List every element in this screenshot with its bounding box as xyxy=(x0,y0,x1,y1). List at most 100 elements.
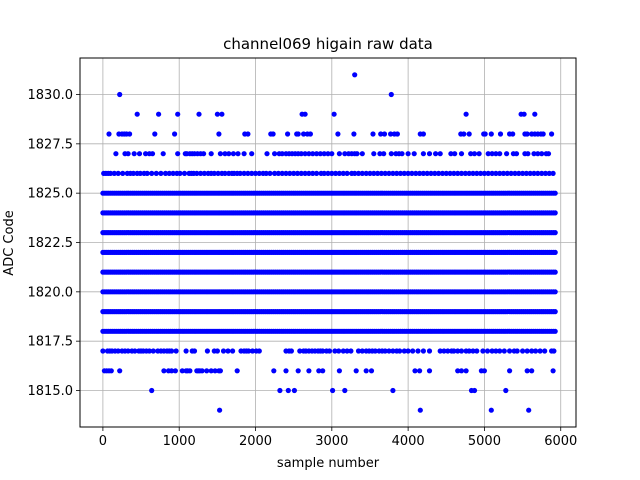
data-point xyxy=(550,368,556,374)
data-point xyxy=(390,348,396,354)
data-point xyxy=(451,170,457,176)
data-point xyxy=(474,170,480,176)
data-point xyxy=(552,210,558,216)
data-point xyxy=(173,348,179,354)
data-point xyxy=(388,91,394,98)
y-tick-label: 1825.0 xyxy=(28,187,74,202)
data-point xyxy=(470,170,476,176)
data-point xyxy=(106,131,112,137)
data-point xyxy=(294,170,301,176)
data-point xyxy=(283,170,289,176)
x-tick-label: 2000 xyxy=(239,434,272,449)
data-point xyxy=(191,348,198,354)
data-point xyxy=(466,348,472,354)
data-point xyxy=(409,170,415,176)
data-point xyxy=(214,348,220,354)
data-point xyxy=(354,151,360,157)
data-point xyxy=(307,131,313,137)
data-point xyxy=(488,131,494,137)
data-point xyxy=(510,131,516,137)
data-point xyxy=(523,170,530,176)
data-point xyxy=(288,348,294,354)
data-point xyxy=(455,348,461,354)
data-point xyxy=(117,368,123,374)
data-point xyxy=(226,151,232,157)
data-point xyxy=(504,170,510,176)
data-point xyxy=(331,111,337,117)
data-point xyxy=(359,151,365,157)
data-point xyxy=(125,151,131,157)
data-point xyxy=(115,170,121,176)
data-point xyxy=(279,151,285,157)
data-point xyxy=(503,387,509,394)
data-point xyxy=(326,348,333,354)
data-point xyxy=(458,368,465,374)
data-point xyxy=(497,151,503,157)
data-point xyxy=(108,368,114,374)
data-point xyxy=(417,170,423,176)
data-point xyxy=(317,151,323,157)
data-point xyxy=(552,289,558,295)
data-point xyxy=(462,170,468,176)
data-point xyxy=(370,131,376,137)
x-axis-label: sample number xyxy=(277,456,380,471)
data-point xyxy=(179,368,185,374)
data-point xyxy=(445,348,451,354)
data-point xyxy=(488,407,494,413)
y-tick-label: 1827.5 xyxy=(28,137,74,152)
data-point xyxy=(426,151,433,157)
data-point xyxy=(363,170,369,176)
data-point xyxy=(172,131,178,137)
data-point xyxy=(234,368,240,374)
data-point xyxy=(208,151,214,157)
data-point xyxy=(535,170,541,176)
data-point xyxy=(458,348,465,354)
data-point xyxy=(485,170,491,176)
data-point xyxy=(401,348,407,354)
data-point xyxy=(390,170,396,176)
data-point xyxy=(344,170,350,176)
data-point xyxy=(463,368,469,374)
data-point xyxy=(136,151,143,157)
data-point xyxy=(272,170,278,176)
data-point xyxy=(283,368,289,374)
data-point xyxy=(111,170,117,176)
data-point xyxy=(132,348,138,354)
data-point xyxy=(455,170,461,176)
data-point xyxy=(500,170,507,176)
data-point xyxy=(355,348,362,354)
data-point xyxy=(466,131,472,137)
data-point xyxy=(512,170,518,176)
data-point xyxy=(514,348,520,354)
data-point xyxy=(504,151,510,157)
data-point xyxy=(410,348,416,354)
data-point xyxy=(170,170,176,176)
data-point xyxy=(539,151,545,157)
data-point xyxy=(412,368,418,374)
data-point xyxy=(285,387,291,394)
data-point xyxy=(320,348,326,354)
data-point xyxy=(353,368,359,374)
data-point xyxy=(493,151,499,157)
data-point xyxy=(368,368,375,374)
data-point xyxy=(143,151,149,157)
data-point xyxy=(507,368,513,374)
data-point xyxy=(471,387,478,394)
data-point xyxy=(249,348,256,354)
data-point xyxy=(352,72,358,78)
data-point xyxy=(390,387,396,394)
data-point xyxy=(302,151,308,157)
data-point xyxy=(516,170,522,176)
data-point xyxy=(493,170,499,176)
data-point xyxy=(552,249,558,255)
data-point xyxy=(540,131,546,137)
data-point xyxy=(117,91,123,98)
data-point xyxy=(297,348,303,354)
data-point xyxy=(302,111,308,117)
axis-ticks: 0 1000 2000 3000 4000 5000 6000 1815.0 1817.5 182… xyxy=(28,88,578,449)
data-point xyxy=(187,368,193,374)
data-point xyxy=(413,170,419,176)
data-point xyxy=(120,170,126,176)
data-point xyxy=(552,269,558,275)
data-point xyxy=(348,348,354,354)
